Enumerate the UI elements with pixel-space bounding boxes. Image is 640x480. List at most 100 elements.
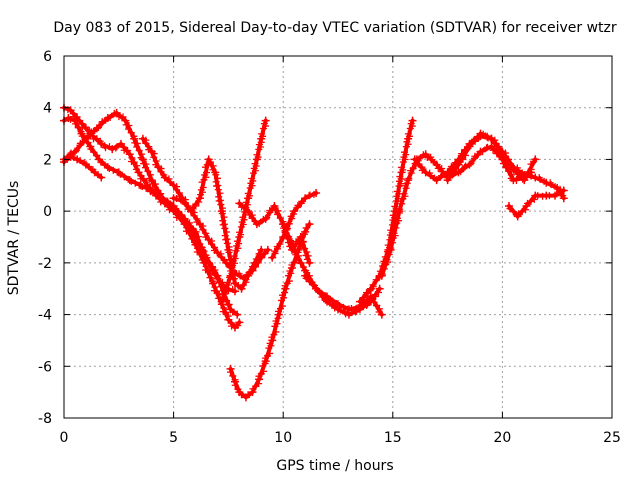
data-marker <box>91 126 99 134</box>
data-point <box>125 150 134 159</box>
data-marker <box>102 144 110 152</box>
data-marker <box>292 248 300 256</box>
data-marker <box>223 297 231 305</box>
data-marker <box>156 193 164 201</box>
data-marker <box>80 159 88 167</box>
data-marker <box>218 210 226 218</box>
data-marker <box>384 248 392 256</box>
data-marker <box>73 146 81 154</box>
y-axis-label: SDTVAR / TECUs <box>6 181 22 296</box>
data-marker <box>390 229 398 237</box>
data-marker <box>94 170 102 178</box>
data-marker <box>77 128 85 136</box>
data-marker <box>213 182 221 190</box>
y-tick-label: 0 <box>43 204 52 220</box>
data-marker <box>110 109 118 117</box>
data-marker <box>479 130 487 138</box>
data-marker <box>314 287 322 295</box>
data-point <box>244 271 253 280</box>
data-marker <box>150 188 158 196</box>
data-marker <box>131 179 139 187</box>
data-marker <box>221 224 229 232</box>
data-marker <box>120 173 128 181</box>
data-marker <box>223 239 231 247</box>
data-marker <box>266 339 274 347</box>
plot-frame <box>63 55 613 419</box>
data-marker <box>506 162 514 170</box>
series-layer <box>60 103 568 402</box>
data-marker <box>84 134 92 142</box>
data-marker <box>239 213 247 221</box>
data-marker <box>302 224 310 232</box>
data-marker <box>483 144 491 152</box>
data-marker <box>141 164 149 172</box>
data-marker <box>212 171 220 179</box>
data-marker <box>437 173 445 181</box>
data-marker <box>167 202 175 210</box>
data-marker <box>251 217 259 225</box>
data-marker <box>431 174 438 182</box>
data-point <box>465 160 474 169</box>
data-marker <box>545 192 553 200</box>
data-marker <box>101 161 109 169</box>
series-arc-17 <box>504 186 568 221</box>
data-marker <box>135 147 143 155</box>
data-marker <box>383 256 391 264</box>
data-marker <box>130 132 138 140</box>
data-point <box>204 258 213 267</box>
data-marker <box>94 124 102 132</box>
data-marker <box>305 192 313 200</box>
data-point <box>244 207 253 216</box>
data-marker <box>489 137 497 145</box>
data-marker <box>234 322 242 330</box>
data-marker <box>441 170 449 178</box>
data-marker <box>248 263 256 271</box>
data-marker <box>318 289 326 297</box>
data-marker <box>518 169 526 177</box>
data-point <box>233 310 242 319</box>
data-marker <box>303 248 311 256</box>
data-marker <box>202 255 210 263</box>
data-marker <box>378 270 386 278</box>
chart-title: Day 083 of 2015, Sidereal Day-to-day VTE… <box>53 20 617 36</box>
data-marker <box>393 187 401 195</box>
data-marker <box>198 244 206 252</box>
data-marker <box>234 385 242 393</box>
data-marker <box>76 157 84 165</box>
data-point <box>312 284 321 293</box>
data-marker <box>290 210 298 218</box>
data-marker <box>278 302 286 310</box>
data-marker <box>194 236 202 244</box>
data-marker <box>438 172 446 180</box>
data-marker <box>530 158 538 166</box>
data-marker <box>212 271 220 279</box>
data-marker <box>203 169 211 177</box>
data-marker <box>132 165 140 173</box>
data-marker <box>113 143 121 151</box>
data-point <box>235 199 244 208</box>
data-point <box>421 168 430 177</box>
data-marker <box>407 120 415 128</box>
data-marker <box>96 137 104 145</box>
data-marker <box>217 253 225 261</box>
data-marker <box>152 161 160 169</box>
data-marker <box>181 199 189 207</box>
data-marker <box>106 114 114 122</box>
series-arc-4 <box>60 108 239 296</box>
data-marker <box>145 146 153 154</box>
data-marker <box>539 192 547 200</box>
data-marker <box>299 238 307 246</box>
data-point <box>147 176 156 185</box>
data-marker <box>244 189 252 197</box>
data-marker <box>507 174 515 182</box>
data-marker <box>242 203 250 211</box>
data-marker <box>195 198 203 206</box>
data-point <box>195 194 204 203</box>
data-marker <box>387 244 395 252</box>
data-marker <box>343 305 351 313</box>
data-marker <box>484 134 492 142</box>
data-marker <box>217 201 225 209</box>
data-marker <box>427 172 435 180</box>
data-marker <box>403 179 411 187</box>
x-tick-label: 5 <box>169 430 178 446</box>
